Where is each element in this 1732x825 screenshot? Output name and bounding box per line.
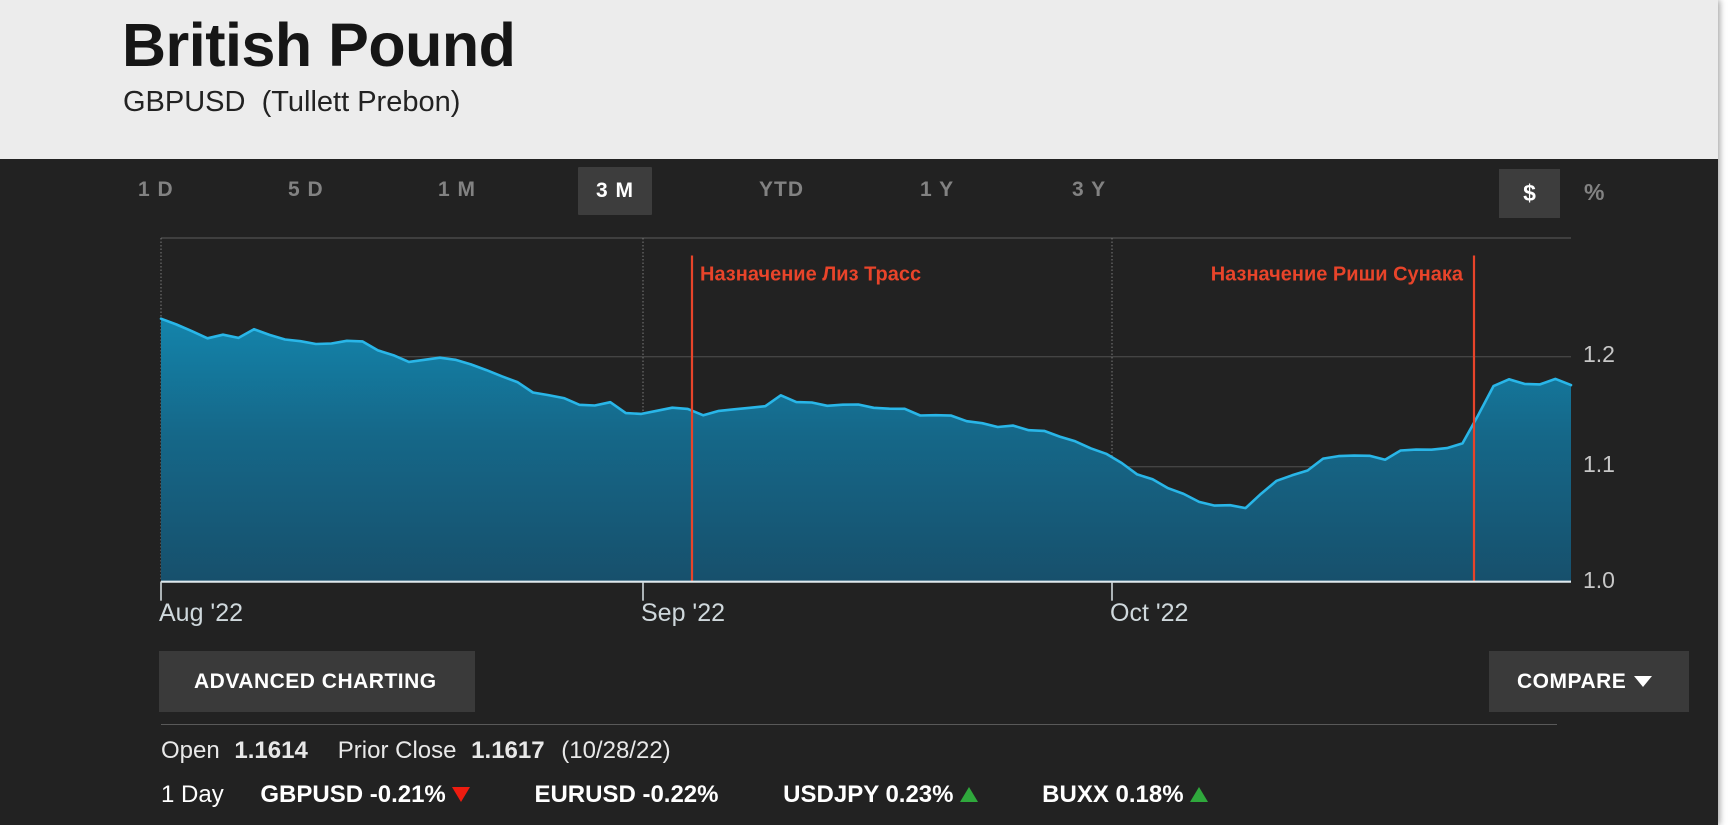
svg-text:Назначение Риши Сунака: Назначение Риши Сунака [1211, 264, 1464, 286]
svg-text:1.1: 1.1 [1583, 451, 1615, 477]
svg-text:1.2: 1.2 [1583, 341, 1615, 367]
svg-text:Назначение Лиз Трасс: Назначение Лиз Трасс [700, 264, 921, 286]
svg-text:1.0: 1.0 [1583, 567, 1615, 593]
